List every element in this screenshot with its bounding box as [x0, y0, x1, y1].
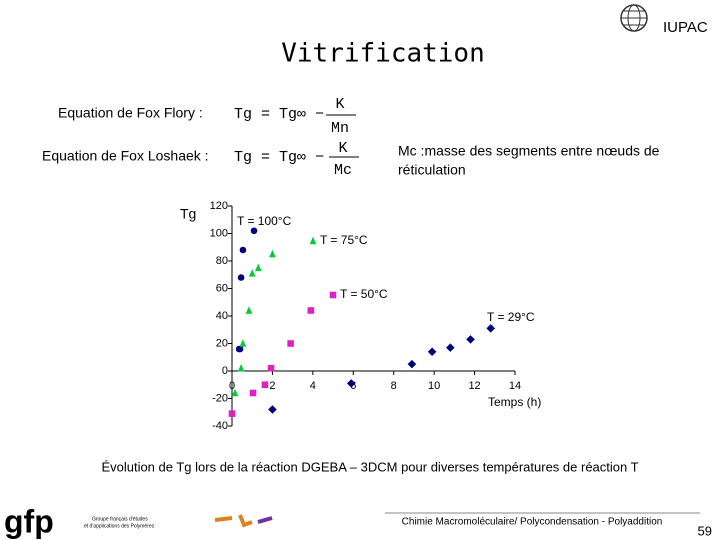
point	[269, 249, 276, 258]
y-tick-label: -20	[212, 392, 228, 404]
point	[346, 379, 356, 388]
gfp-subtitle: et d'applications des Polymères	[84, 523, 155, 529]
point	[254, 263, 262, 272]
point	[239, 339, 247, 347]
x-tick-label: 10	[428, 380, 440, 392]
y-tick-label: 100	[210, 227, 228, 239]
x-axis-label: Temps (h)	[488, 395, 541, 409]
point	[249, 389, 257, 397]
point	[250, 227, 258, 235]
page-number: 59	[698, 523, 712, 538]
point	[446, 343, 455, 352]
x-tick-label: 14	[509, 380, 521, 392]
legend-marker	[309, 236, 317, 245]
point	[486, 324, 496, 333]
equation-numerator: K	[338, 140, 347, 157]
x-tick-label: 6	[350, 380, 356, 392]
equation-label: Equation de Fox Flory :	[58, 105, 203, 121]
x-tick-label: 0	[229, 380, 235, 392]
point	[231, 388, 239, 397]
series-label: T = 50°C	[340, 287, 388, 301]
x-tick-label: 2	[269, 380, 275, 392]
gfp-text: gfp	[4, 503, 54, 539]
series-label: T = 75°C	[320, 233, 368, 247]
point	[267, 364, 275, 372]
point	[407, 359, 417, 369]
equation-label: Equation de Fox Loshaek :	[42, 148, 209, 164]
equation-formula: Tg = Tg∞ −	[234, 149, 324, 166]
point	[245, 306, 253, 314]
gfp-subtitle: Groupe français d'études	[92, 516, 148, 522]
iupac-text: IUPAC	[663, 19, 708, 36]
note: réticulation	[398, 162, 466, 178]
point	[307, 307, 315, 314]
x-tick-label: 4	[310, 380, 316, 392]
point	[268, 405, 277, 414]
y-tick-label: 40	[216, 310, 228, 322]
equation-denominator: Mn	[331, 120, 349, 137]
equation-numerator: K	[335, 96, 344, 113]
point	[237, 363, 245, 372]
caption: Évolution de Tg lors de la réaction DGEB…	[101, 459, 638, 474]
y-tick-label: 120	[210, 200, 228, 212]
series-label: T = 100°C	[237, 214, 292, 228]
y-tick-label: 60	[216, 282, 228, 294]
y-axis-label: Tg	[180, 206, 196, 222]
equation-formula: Tg = Tg∞ −	[234, 106, 324, 123]
y-tick-label: 80	[216, 255, 228, 267]
point	[287, 340, 294, 347]
point	[248, 269, 256, 277]
point	[427, 347, 437, 357]
slide-title: Vitrification	[281, 39, 485, 69]
legend-marker	[329, 291, 337, 299]
y-tick-label: -40	[212, 420, 228, 432]
y-tick-label: 20	[216, 337, 228, 349]
iupac-logo: IUPAC	[620, 4, 708, 36]
point	[466, 335, 475, 344]
point	[261, 381, 269, 389]
footer-text: Chimie Macromoléculaire/ Polycondensatio…	[402, 517, 663, 528]
x-tick-label: 12	[468, 380, 480, 392]
gfp-logo: gfp Groupe français d'études et d'applic…	[4, 503, 273, 539]
point	[235, 345, 243, 353]
point	[239, 246, 247, 254]
x-tick-label: 8	[391, 380, 397, 392]
equation-denominator: Mc	[334, 162, 352, 179]
series-label: T = 29°C	[487, 310, 535, 324]
point	[237, 274, 245, 281]
y-tick-label: 0	[222, 365, 228, 377]
point	[228, 410, 236, 417]
note: Mc :masse des segments entre nœuds de	[398, 143, 660, 159]
